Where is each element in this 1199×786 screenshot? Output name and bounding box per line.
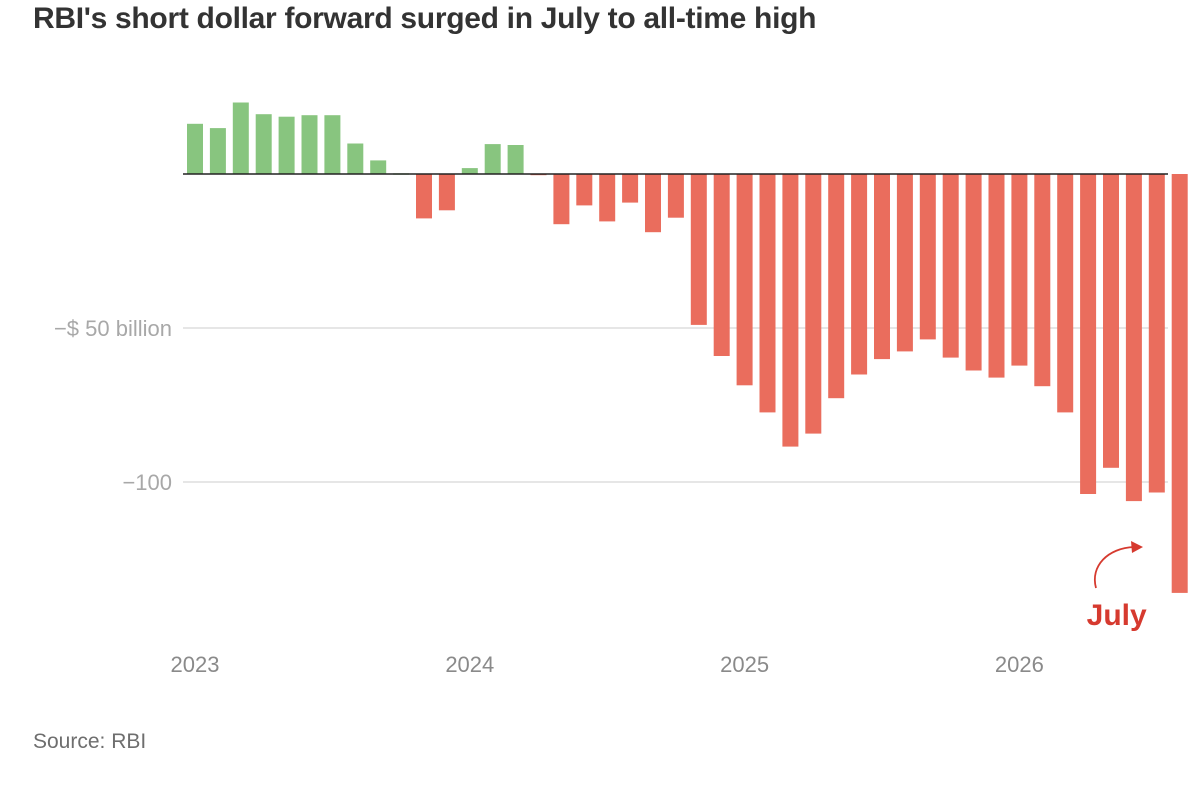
bar <box>255 114 272 174</box>
bar <box>782 174 799 447</box>
bar <box>736 174 753 386</box>
bar <box>645 174 661 233</box>
bar <box>599 174 616 222</box>
bar <box>759 174 776 413</box>
bars <box>187 102 1188 593</box>
x-tick-label: 2023 <box>171 652 220 677</box>
curved-arrow-icon <box>1093 546 1135 589</box>
bar <box>187 123 203 174</box>
bar <box>1148 174 1165 493</box>
bar-chart: −$ 50 billion −100 2023 2024 2025 2026 July <box>54 102 1188 677</box>
bar <box>622 174 639 203</box>
bar <box>232 102 249 174</box>
bar <box>347 143 364 174</box>
bar <box>438 174 455 211</box>
bar <box>942 174 959 358</box>
bar <box>851 174 868 375</box>
bar <box>1171 174 1188 593</box>
bar <box>690 174 707 325</box>
bar <box>461 168 478 174</box>
bar <box>1011 174 1028 366</box>
bar <box>988 174 1005 378</box>
y-tick-label: −100 <box>122 470 172 495</box>
bar <box>965 174 982 371</box>
bar <box>896 174 913 352</box>
bar <box>805 174 822 434</box>
chart-title: RBI's short dollar forward surged in Jul… <box>33 2 817 35</box>
y-tick-label: −$ 50 billion <box>54 316 172 341</box>
arrowhead-icon <box>1131 541 1143 553</box>
bar <box>416 174 432 219</box>
bar <box>1080 174 1097 494</box>
bar <box>874 174 890 360</box>
bar <box>278 116 295 174</box>
source-note: Source: RBI <box>33 730 147 753</box>
bar <box>1034 174 1051 387</box>
bar <box>553 174 570 225</box>
bar <box>301 115 318 174</box>
annotation-label: July <box>1087 599 1147 632</box>
axis-labels: −$ 50 billion −100 2023 2024 2025 2026 <box>54 316 1044 677</box>
july-annotation: July <box>1087 541 1147 632</box>
x-tick-label: 2026 <box>995 652 1044 677</box>
x-tick-label: 2025 <box>720 652 769 677</box>
bar <box>324 115 341 174</box>
bar <box>1103 174 1119 468</box>
bar <box>507 145 524 174</box>
bar <box>713 174 730 356</box>
bar <box>370 160 387 174</box>
bar <box>667 174 684 218</box>
bar <box>828 174 845 399</box>
bar <box>576 174 593 206</box>
bar <box>209 128 226 174</box>
bar <box>1057 174 1074 413</box>
x-tick-label: 2024 <box>445 652 494 677</box>
bar <box>1125 174 1142 502</box>
bar <box>919 174 936 340</box>
bar <box>484 144 501 174</box>
